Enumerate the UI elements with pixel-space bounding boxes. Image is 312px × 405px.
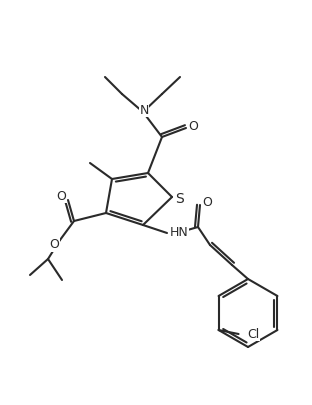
Text: Cl: Cl [247,328,260,341]
Text: O: O [202,196,212,209]
Text: S: S [175,192,183,206]
Text: N: N [139,104,149,117]
Text: O: O [188,119,198,132]
Text: HN: HN [170,226,189,239]
Text: O: O [49,239,59,252]
Text: O: O [56,190,66,202]
